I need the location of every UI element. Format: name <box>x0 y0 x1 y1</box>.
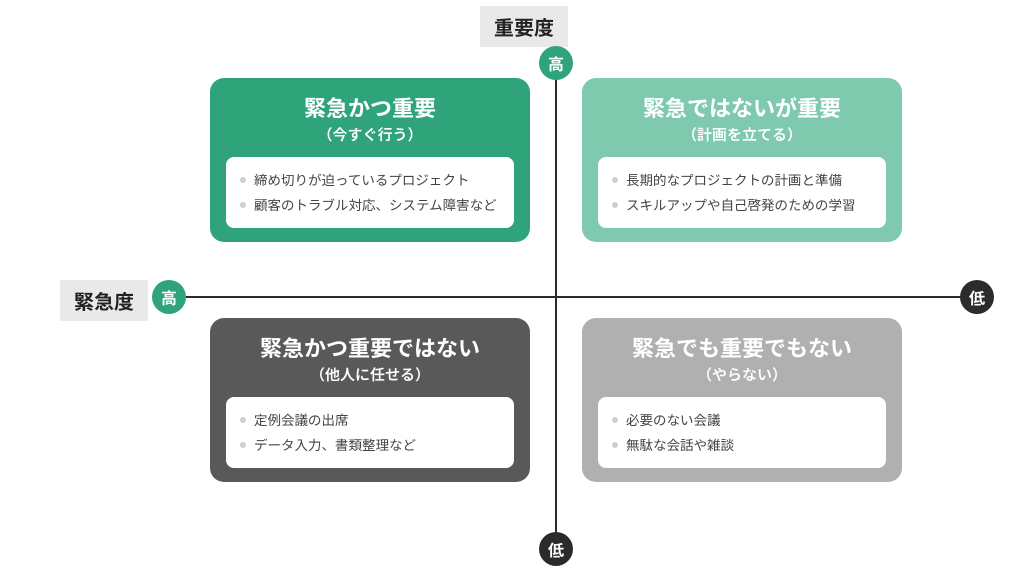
list-item: 長期的なプロジェクトの計画と準備 <box>612 167 872 193</box>
quadrant-urgent-important: 緊急かつ重要 （今すぐ行う） 締め切りが迫っているプロジェクト 顧客のトラブル対… <box>210 78 530 242</box>
quadrant-not-urgent-not-important: 緊急でも重要でもない （やらない） 必要のない会議 無駄な会話や雑談 <box>582 318 902 482</box>
axis-label-vertical: 重要度 <box>480 6 568 47</box>
badge-right-low: 低 <box>960 280 994 314</box>
axis-label-horizontal: 緊急度 <box>60 280 148 321</box>
badge-top-high: 高 <box>539 46 573 80</box>
badge-left-high: 高 <box>152 280 186 314</box>
list-item: 締め切りが迫っているプロジェクト <box>240 167 500 193</box>
quadrant-not-urgent-important: 緊急ではないが重要 （計画を立てる） 長期的なプロジェクトの計画と準備 スキルア… <box>582 78 902 242</box>
eisenhower-matrix: 重要度 緊急度 高 高 低 低 緊急かつ重要 （今すぐ行う） 締め切りが迫ってい… <box>0 0 1024 576</box>
list-item: 定例会議の出席 <box>240 407 500 433</box>
card-title: 緊急かつ重要 <box>226 94 514 122</box>
card-subtitle: （他人に任せる） <box>226 364 514 385</box>
list-item: スキルアップや自己啓発のための学習 <box>612 192 872 218</box>
card-list: 長期的なプロジェクトの計画と準備 スキルアップや自己啓発のための学習 <box>598 157 886 228</box>
axis-horizontal-line <box>175 296 975 298</box>
quadrant-urgent-not-important: 緊急かつ重要ではない （他人に任せる） 定例会議の出席 データ入力、書類整理など <box>210 318 530 482</box>
card-subtitle: （やらない） <box>598 364 886 385</box>
card-list: 締め切りが迫っているプロジェクト 顧客のトラブル対応、システム障害など <box>226 157 514 228</box>
list-item: 顧客のトラブル対応、システム障害など <box>240 192 500 218</box>
card-title: 緊急かつ重要ではない <box>226 334 514 362</box>
card-list: 必要のない会議 無駄な会話や雑談 <box>598 397 886 468</box>
card-title: 緊急ではないが重要 <box>598 94 886 122</box>
card-subtitle: （計画を立てる） <box>598 124 886 145</box>
axis-vertical-line <box>555 70 557 542</box>
card-subtitle: （今すぐ行う） <box>226 124 514 145</box>
list-item: データ入力、書類整理など <box>240 432 500 458</box>
card-title: 緊急でも重要でもない <box>598 334 886 362</box>
list-item: 必要のない会議 <box>612 407 872 433</box>
list-item: 無駄な会話や雑談 <box>612 432 872 458</box>
card-list: 定例会議の出席 データ入力、書類整理など <box>226 397 514 468</box>
badge-bottom-low: 低 <box>539 532 573 566</box>
